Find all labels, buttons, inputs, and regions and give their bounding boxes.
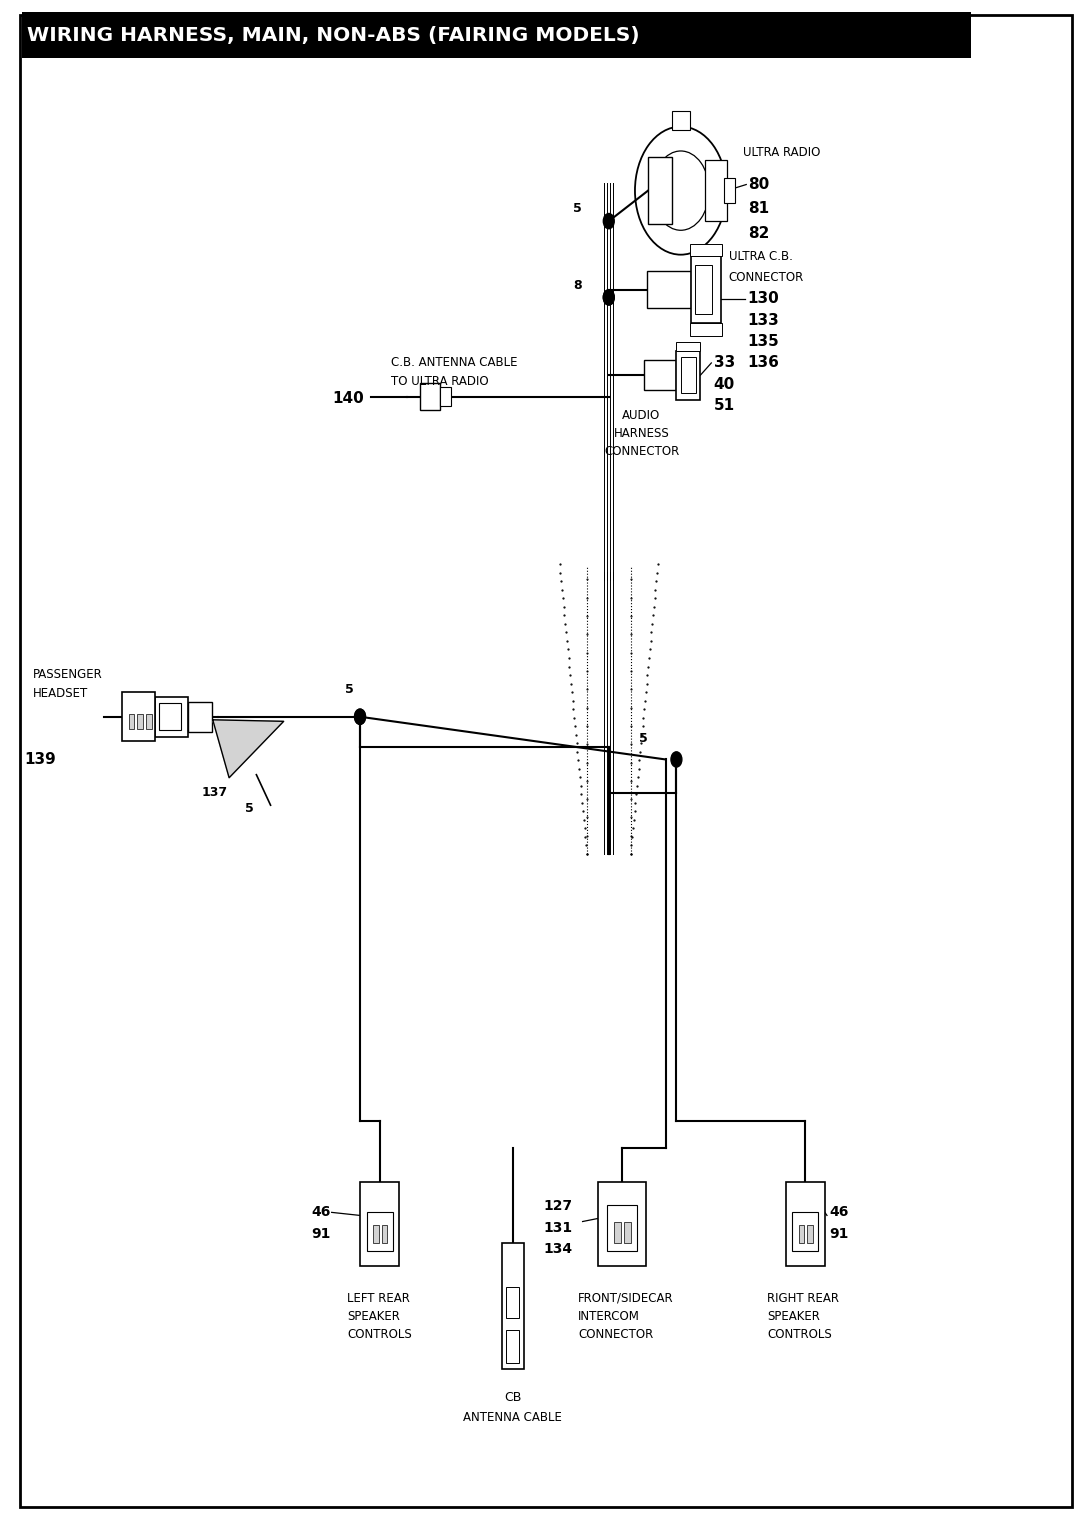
Text: WIRING HARNESS, MAIN, NON-ABS (FAIRING MODELS): WIRING HARNESS, MAIN, NON-ABS (FAIRING M… — [27, 26, 640, 44]
Text: CB: CB — [504, 1391, 521, 1405]
Bar — [724, 178, 735, 203]
Circle shape — [355, 709, 365, 724]
Text: ULTRA C.B.: ULTRA C.B. — [729, 250, 793, 262]
Text: 135: 135 — [747, 334, 779, 349]
Text: 133: 133 — [747, 313, 779, 328]
Text: 127: 127 — [543, 1199, 573, 1214]
Circle shape — [603, 214, 614, 229]
Text: CONNECTOR: CONNECTOR — [729, 271, 804, 284]
Text: 5: 5 — [639, 732, 648, 744]
Bar — [681, 357, 696, 393]
Bar — [129, 714, 134, 729]
Bar — [146, 714, 152, 729]
Bar — [792, 1212, 818, 1250]
Bar — [624, 1222, 631, 1243]
Polygon shape — [213, 720, 284, 778]
Bar — [420, 383, 440, 410]
Text: 8: 8 — [573, 279, 582, 291]
Text: AUDIO: AUDIO — [622, 409, 661, 422]
Text: 80: 80 — [748, 177, 769, 192]
Bar — [614, 1222, 621, 1243]
Text: TO ULTRA RADIO: TO ULTRA RADIO — [391, 375, 488, 387]
Circle shape — [603, 290, 614, 305]
Text: C.B. ANTENNA CABLE: C.B. ANTENNA CABLE — [391, 357, 517, 369]
Text: CONNECTOR: CONNECTOR — [604, 445, 679, 459]
Text: 140: 140 — [333, 390, 364, 406]
Circle shape — [671, 752, 682, 767]
Text: 131: 131 — [543, 1220, 573, 1235]
Text: INTERCOM: INTERCOM — [578, 1310, 640, 1324]
Bar — [159, 703, 181, 730]
Text: CONTROLS: CONTROLS — [347, 1328, 411, 1342]
Text: ULTRA RADIO: ULTRA RADIO — [743, 146, 820, 159]
Text: 82: 82 — [748, 226, 770, 241]
Text: SPEAKER: SPEAKER — [347, 1310, 399, 1324]
Text: PASSENGER: PASSENGER — [33, 668, 103, 680]
Bar — [799, 1225, 804, 1243]
Text: 136: 136 — [747, 355, 779, 371]
Text: 46: 46 — [311, 1205, 331, 1220]
Bar — [155, 697, 188, 737]
Text: LEFT REAR: LEFT REAR — [347, 1292, 410, 1305]
Text: 5: 5 — [245, 802, 254, 814]
Bar — [502, 1243, 524, 1369]
Text: 139: 139 — [24, 752, 56, 767]
Text: FRONT/SIDECAR: FRONT/SIDECAR — [578, 1292, 674, 1305]
Bar — [644, 360, 676, 390]
Text: CONNECTOR: CONNECTOR — [578, 1328, 654, 1342]
Bar — [506, 1330, 519, 1363]
Bar — [648, 157, 672, 224]
Bar — [440, 387, 451, 406]
Text: 134: 134 — [543, 1241, 573, 1257]
Bar — [122, 692, 155, 741]
Bar — [672, 111, 690, 130]
Bar — [373, 1225, 379, 1243]
Bar — [676, 342, 700, 351]
Bar — [691, 256, 721, 323]
Bar — [598, 1182, 646, 1266]
Bar — [506, 1287, 519, 1318]
Text: 137: 137 — [202, 787, 228, 799]
Bar — [188, 702, 212, 732]
Circle shape — [355, 709, 365, 724]
Text: ANTENNA CABLE: ANTENNA CABLE — [464, 1411, 562, 1424]
Bar — [137, 714, 143, 729]
Bar — [807, 1225, 813, 1243]
Bar — [607, 1205, 637, 1250]
Text: RIGHT REAR: RIGHT REAR — [767, 1292, 839, 1305]
Bar — [695, 265, 712, 314]
Text: 51: 51 — [714, 398, 734, 413]
Text: HEADSET: HEADSET — [33, 688, 88, 700]
Text: 130: 130 — [747, 291, 779, 307]
Text: 91: 91 — [829, 1226, 849, 1241]
Bar — [690, 323, 722, 336]
Text: 91: 91 — [311, 1226, 331, 1241]
Text: CONTROLS: CONTROLS — [767, 1328, 831, 1342]
Text: HARNESS: HARNESS — [613, 427, 670, 441]
Bar — [676, 351, 700, 400]
Text: 46: 46 — [829, 1205, 849, 1220]
Text: 33: 33 — [714, 355, 734, 371]
Bar — [360, 1182, 399, 1266]
Text: 40: 40 — [714, 377, 734, 392]
Bar — [786, 1182, 825, 1266]
Bar — [367, 1212, 393, 1250]
Bar — [647, 271, 691, 308]
Circle shape — [603, 290, 614, 305]
Text: 5: 5 — [345, 683, 353, 695]
Text: SPEAKER: SPEAKER — [767, 1310, 819, 1324]
Text: 81: 81 — [748, 201, 769, 217]
Bar — [690, 244, 722, 256]
Bar — [382, 1225, 387, 1243]
Bar — [22, 12, 971, 58]
Bar — [705, 160, 727, 221]
Text: 5: 5 — [573, 203, 582, 215]
